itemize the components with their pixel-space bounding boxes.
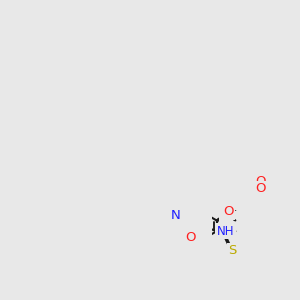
Text: N: N bbox=[221, 208, 231, 221]
Text: NH: NH bbox=[217, 225, 234, 238]
Text: S: S bbox=[228, 244, 237, 257]
Text: O: O bbox=[185, 232, 195, 244]
Text: O: O bbox=[223, 206, 233, 218]
Text: N: N bbox=[170, 208, 180, 221]
Text: O: O bbox=[255, 182, 266, 196]
Text: O: O bbox=[255, 176, 266, 188]
